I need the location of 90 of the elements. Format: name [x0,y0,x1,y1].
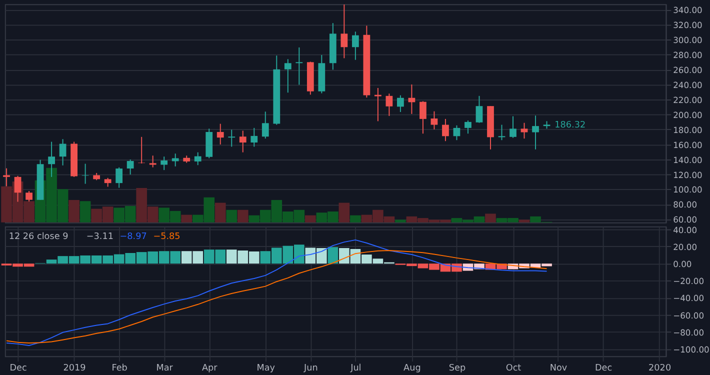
x-tick-label: Dec [10,363,27,374]
candlestick [239,130,246,153]
y-tick-label: 240.00 [673,80,702,90]
y-tick-label: 340.00 [673,5,702,16]
bar [80,201,91,222]
y-tick-label: −80.00 [673,327,704,338]
candlestick [397,94,404,112]
x-tick-label: 2020 [648,363,672,374]
candlestick [228,129,236,148]
x-tick-label: May [256,363,276,374]
candlestick [26,190,32,202]
bar [226,210,238,222]
y-tick-label: −100.00 [673,344,710,354]
y-tick-label: 220.00 [673,94,702,105]
bar [214,202,226,222]
y-tick-label: 100.00 [673,184,702,195]
x-tick-label: Mar [156,363,174,374]
bar [395,220,406,222]
y-tick-label: 60.00 [673,214,698,225]
bar [338,202,350,222]
candlestick [532,115,539,150]
candlestick [374,87,382,122]
candlestick [138,136,146,164]
candlestick [442,118,449,142]
x-tick-label: Sep [448,363,466,374]
candlestick [82,163,89,184]
candlestick [3,168,10,187]
text: −8.97 [120,232,147,242]
x-tick-label: Apr [202,363,218,374]
candlestick [160,156,168,171]
legend-title: 12 26 close 9 [8,232,68,242]
y-tick-label: 200.00 [673,110,702,120]
candlestick [296,46,303,86]
candlestick [250,127,258,148]
y-tick-label: 260.00 [673,65,702,76]
candlestick [216,123,224,145]
y-tick-label: 80.00 [673,200,698,210]
x-tick-label: Dec [594,363,612,374]
candlestick [352,31,359,60]
bar [305,215,316,222]
candlestick [340,4,348,59]
candlestick [464,120,472,134]
x-tick-label: Jun [302,363,318,374]
y-tick-label: 40.00 [673,224,698,235]
x-tick-label: Oct [506,363,522,374]
x-tick-label: Aug [404,363,421,374]
y-tick-label: −20.00 [673,276,704,286]
candlestick [48,141,55,178]
candlestick [476,95,483,124]
candlestick [520,122,528,140]
candlestick [262,111,269,140]
y-tick-label: 0.00 [673,259,692,270]
candlestick [14,175,22,202]
bar [485,214,496,222]
candlestick [453,124,460,141]
candlestick [126,159,134,176]
y-tick-label: −40.00 [673,293,704,304]
y-tick-label: 300.00 [673,35,702,46]
x-tick-label: Feb [112,363,128,374]
candlestick [430,110,438,130]
candlestick [194,152,202,166]
y-tick-label: −60.00 [673,310,704,320]
bar [328,247,338,264]
candlestick [498,124,506,141]
bar [68,200,80,222]
y-tick-label: 180.00 [673,124,702,135]
candlestick [386,93,393,116]
y-tick-label: 20.00 [673,242,698,252]
bar [518,220,530,222]
x-tick-label: Jul [350,363,362,374]
candlestick [510,116,516,138]
x-tick-label: 2019 [63,363,86,374]
bar [350,215,361,222]
y-tick-label: 320.00 [673,20,702,30]
annotation: 186.32 [554,120,586,131]
candlestick [420,100,426,134]
candlestick [59,138,66,166]
y-tick-label: 120.00 [673,170,702,180]
candlestick [172,153,179,167]
y-tick-label: 140.00 [673,154,702,165]
candlestick [116,166,123,188]
text: −5.85 [153,232,180,242]
y-tick-label: 160.00 [673,140,702,150]
candlestick [284,58,292,94]
bar [181,214,192,222]
bar [237,210,248,222]
x-tick-label: Nov [550,363,568,374]
candlestick [149,155,156,168]
y-tick-label: 280.00 [673,50,702,60]
series-label: −3.11 [86,232,114,242]
